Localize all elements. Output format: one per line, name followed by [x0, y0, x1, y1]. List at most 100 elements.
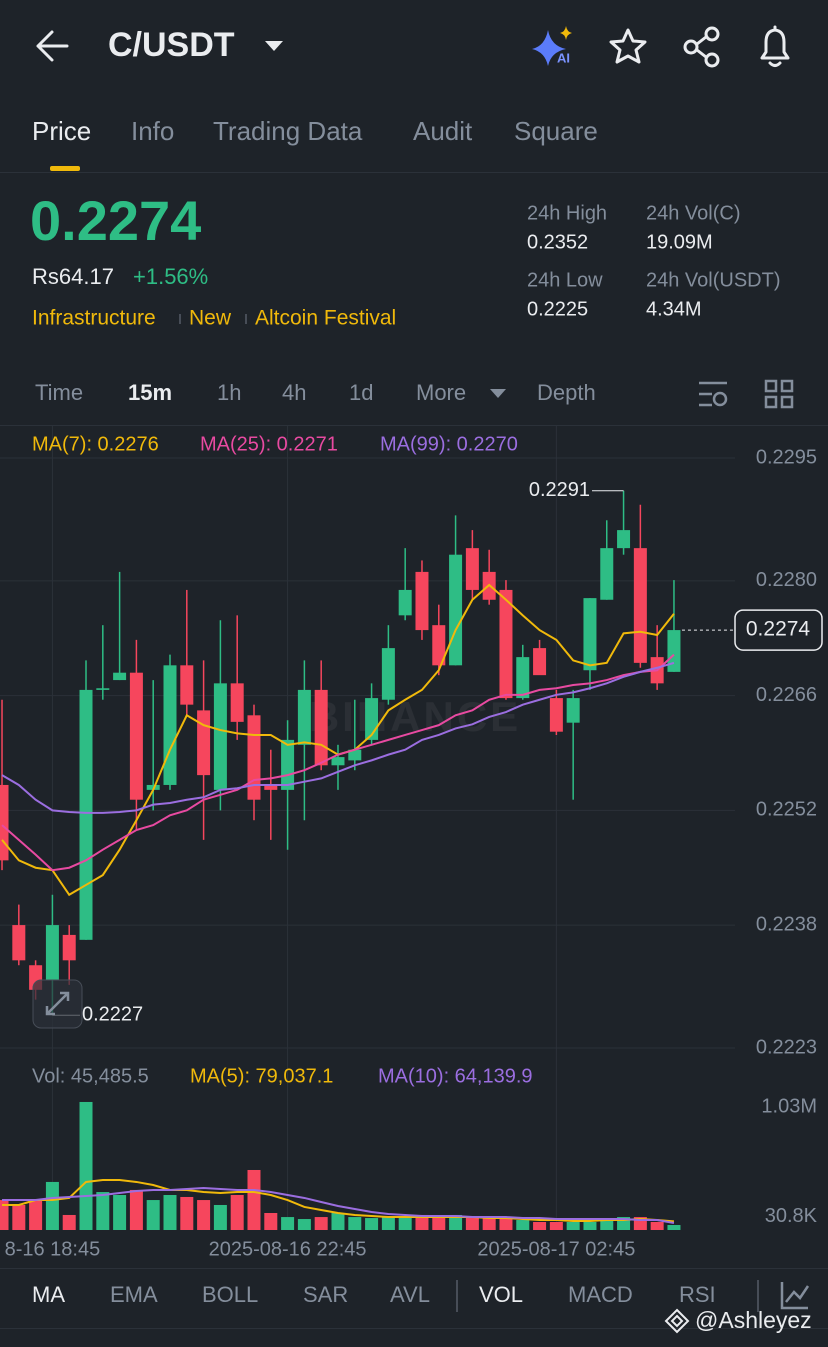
candle-body [62, 934, 76, 961]
expand-button[interactable] [32, 979, 83, 1029]
share-button[interactable] [683, 26, 720, 68]
candle-body [45, 925, 59, 980]
volume-bar [482, 1218, 496, 1230]
stat-value: 0.2225 [527, 298, 588, 320]
watermark-text: @Ashleyez [695, 1307, 812, 1333]
tab[interactable]: Info [131, 116, 174, 146]
back-button[interactable] [36, 30, 69, 62]
divider [0, 425, 828, 426]
volume-bar [314, 1217, 328, 1230]
volume-bar [146, 1200, 160, 1230]
volume-bar [533, 1221, 547, 1230]
indicator[interactable]: RSI [679, 1282, 716, 1307]
legend-entry: Vol: 45,485.5 [32, 1065, 149, 1087]
ma-line [1, 661, 675, 814]
tab[interactable]: Square [514, 116, 598, 146]
ai-button[interactable]: AI [532, 26, 572, 66]
candle-body [398, 589, 412, 616]
legend-entry: MA(5): 79,037.1 [190, 1065, 333, 1087]
indicator[interactable]: MACD [568, 1282, 633, 1307]
more-caret[interactable] [490, 389, 506, 398]
interval[interactable]: Time [35, 380, 83, 405]
candle-body [163, 665, 177, 785]
volume-bar [12, 1204, 26, 1230]
indicator[interactable]: EMA [110, 1282, 158, 1307]
legend-entry: MA(99): 0.2270 [380, 433, 518, 455]
candle-body [465, 548, 479, 590]
volume-bar [96, 1192, 110, 1230]
volume-bar [465, 1217, 479, 1230]
indicator[interactable]: BOLL [202, 1282, 258, 1307]
indicator[interactable]: AVL [390, 1282, 430, 1307]
candle-body [79, 689, 93, 940]
tag[interactable]: New [189, 307, 232, 330]
y-tick-label: 0.2280 [756, 569, 817, 591]
legend-entry: MA(25): 0.2271 [200, 433, 338, 455]
interval[interactable]: Depth [537, 380, 596, 405]
watermark: @Ashleyez [664, 1307, 812, 1334]
volume-bar [129, 1189, 143, 1230]
pair-title[interactable]: C/USDT [108, 26, 235, 64]
chart-settings-button[interactable] [699, 381, 728, 407]
volume-bar [432, 1217, 446, 1230]
volume-bar [331, 1212, 345, 1230]
volume-bar [0, 1200, 9, 1230]
interval-active[interactable]: 15m [128, 380, 172, 405]
y-tick-label: 0.2252 [756, 799, 817, 821]
divider [0, 172, 828, 173]
candle-body [331, 757, 345, 766]
ai-sparkle-small [560, 26, 572, 40]
candle-body [449, 554, 463, 666]
interval[interactable]: 1h [217, 380, 241, 405]
tag[interactable]: Altcoin Festival [255, 307, 396, 330]
last-price: 0.2274 [30, 189, 201, 252]
volume-bar [264, 1212, 278, 1230]
volume-bar [163, 1195, 177, 1230]
pair-caret[interactable] [265, 41, 283, 51]
volume-bar [113, 1195, 127, 1230]
candle-body [0, 784, 9, 861]
favorite-button[interactable] [609, 28, 647, 64]
volume-bar [398, 1217, 412, 1230]
candle-body [533, 648, 547, 676]
layout-button[interactable] [764, 379, 794, 409]
candle-body [667, 630, 681, 672]
tab[interactable]: Audit [413, 116, 473, 146]
volume-bar [667, 1225, 681, 1230]
candle-body [281, 739, 295, 790]
legend-entry: MA(7): 0.2276 [32, 433, 159, 455]
divider [0, 1268, 828, 1269]
y-tick-label: 0.2238 [756, 913, 817, 935]
indicator-active[interactable]: VOL [479, 1282, 523, 1307]
volume-ma-line [2, 1186, 675, 1224]
candle-body [617, 530, 631, 549]
indicator[interactable]: SAR [303, 1282, 348, 1307]
stat-value: 19.09M [646, 231, 713, 253]
volume-bar [365, 1218, 379, 1230]
candle-body [516, 657, 530, 699]
candle-body [297, 689, 311, 745]
y-tick-label: 0.2223 [756, 1036, 817, 1058]
indicator-active[interactable]: MA [32, 1282, 65, 1307]
candle-body [381, 648, 395, 700]
interval[interactable]: 4h [282, 380, 306, 405]
volume-bar [62, 1214, 76, 1230]
candle-body [549, 698, 563, 732]
high-label: 0.2291 [529, 479, 590, 501]
indicator-separator [757, 1280, 759, 1312]
interval[interactable]: More [416, 380, 466, 405]
indicator-separator [456, 1280, 458, 1312]
y-tick-label: 30.8K [765, 1205, 818, 1227]
candle-body [12, 925, 26, 961]
tag[interactable]: Infrastructure [32, 307, 156, 330]
stat-value: 4.34M [646, 298, 702, 320]
volume-bar [180, 1196, 194, 1230]
alert-button[interactable] [760, 25, 790, 67]
tab[interactable]: Trading Data [213, 116, 363, 146]
interval[interactable]: 1d [349, 380, 373, 405]
volume-bar [549, 1221, 563, 1230]
indicator-settings-button[interactable] [780, 1282, 810, 1310]
stat-label: 24h Vol(USDT) [646, 269, 781, 291]
tab-active[interactable]: Price [32, 116, 91, 146]
